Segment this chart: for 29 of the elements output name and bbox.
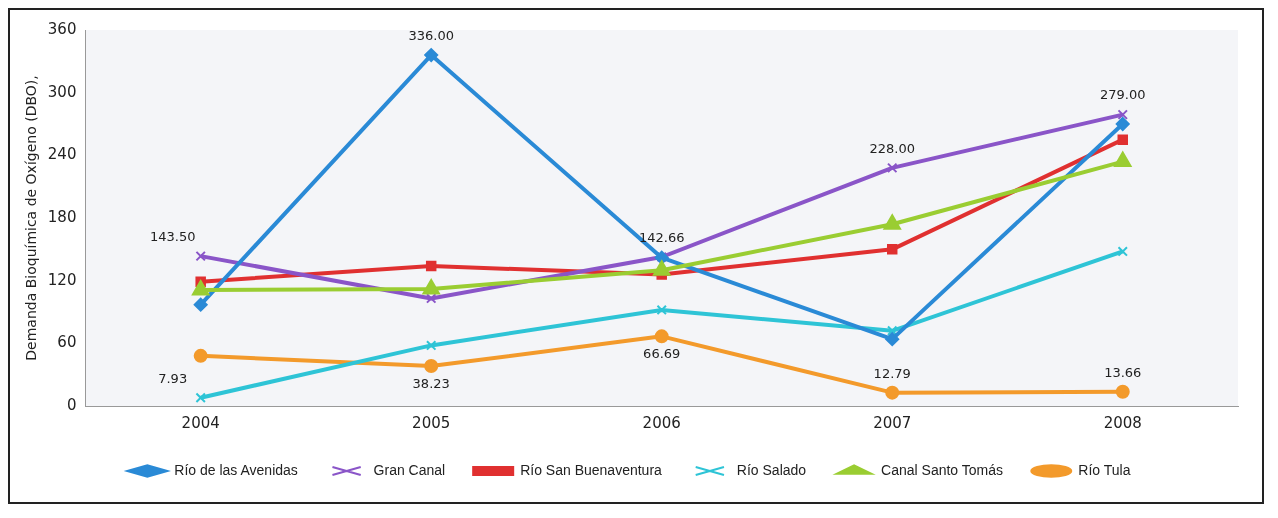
data-label: 143.50 bbox=[149, 229, 196, 244]
y-tick-label: 300 bbox=[47, 82, 77, 101]
data-label: 7.93 bbox=[158, 370, 188, 386]
data-label: 13.66 bbox=[1104, 364, 1142, 380]
legend-label: Río Salado bbox=[736, 461, 807, 478]
data-label: 38.23 bbox=[412, 375, 450, 391]
legend-label: Canal Santo Tomás bbox=[881, 461, 1004, 478]
legend-label: Río Tula bbox=[1078, 461, 1131, 478]
y-tick-label: 60 bbox=[57, 333, 77, 352]
x-tick-label: 2004 bbox=[181, 413, 220, 432]
data-label: 142.66 bbox=[638, 229, 685, 245]
y-tick-label: 120 bbox=[47, 270, 77, 289]
data-label: 336.00 bbox=[408, 27, 454, 43]
legend-label: Río de las Avenidas bbox=[174, 461, 298, 478]
x-tick-label: 2007 bbox=[873, 413, 912, 432]
y-tick-label: 240 bbox=[47, 145, 77, 164]
x-tick-label: 2008 bbox=[1103, 413, 1142, 432]
data-label: 279.00 bbox=[1099, 87, 1146, 103]
y-axis-title: Demanda Bioquímica de Oxígeno (DBO), bbox=[23, 75, 40, 361]
data-label: 12.79 bbox=[873, 365, 911, 381]
x-tick-label: 2005 bbox=[412, 413, 451, 432]
data-label: 66.69 bbox=[643, 346, 681, 362]
data-label: 228.00 bbox=[869, 140, 915, 156]
y-tick-label: 360 bbox=[47, 19, 77, 38]
y-tick-label: 0 bbox=[66, 395, 77, 414]
x-tick-label: 2006 bbox=[642, 413, 681, 432]
legend-label: Río San Buenaventura bbox=[520, 461, 663, 478]
legend-label: Gran Canal bbox=[373, 461, 446, 478]
y-tick-label: 180 bbox=[47, 207, 77, 226]
